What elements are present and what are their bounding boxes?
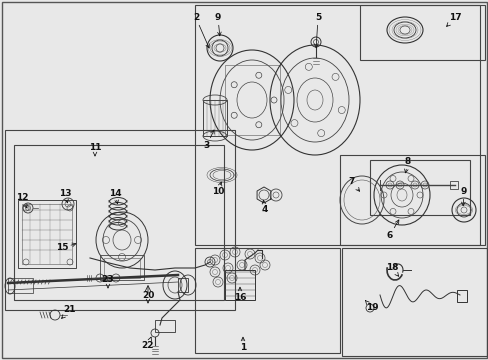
Text: 4: 4 (261, 200, 267, 215)
Bar (14, 145, 224, 300)
Text: 15: 15 (56, 243, 76, 252)
Text: 14: 14 (108, 189, 121, 204)
Bar (178, 278, 187, 292)
Bar (22, 204, 72, 264)
Text: 22: 22 (142, 337, 154, 350)
Text: 7: 7 (348, 177, 359, 191)
Bar (100, 255, 143, 280)
Text: 9: 9 (214, 13, 221, 36)
Text: 20: 20 (142, 291, 154, 303)
Text: 17: 17 (446, 13, 460, 26)
Text: 21: 21 (61, 306, 76, 318)
Bar (341, 248, 486, 356)
Bar (104, 258, 140, 278)
Text: 1: 1 (240, 337, 245, 352)
Bar (8, 278, 33, 293)
Text: 11: 11 (88, 144, 101, 156)
Text: 12: 12 (16, 194, 28, 208)
Bar (18, 200, 76, 268)
Bar (203, 100, 226, 136)
Text: 18: 18 (385, 264, 398, 276)
Text: 13: 13 (59, 189, 71, 203)
Text: 9: 9 (460, 188, 466, 206)
Bar (5, 130, 235, 310)
Text: 19: 19 (365, 301, 378, 312)
Text: 3: 3 (203, 130, 214, 149)
Bar (195, 5, 479, 245)
Text: 6: 6 (386, 220, 398, 239)
Text: 2: 2 (192, 13, 209, 48)
Bar (224, 65, 280, 135)
Bar (359, 5, 484, 60)
Bar (449, 181, 457, 189)
Bar (339, 155, 484, 245)
Text: 8: 8 (404, 158, 410, 173)
Text: 23: 23 (102, 275, 114, 288)
Text: 10: 10 (211, 182, 224, 197)
Bar (369, 160, 469, 215)
Text: 5: 5 (314, 13, 321, 48)
Bar (456, 290, 466, 302)
Bar (155, 320, 175, 332)
Bar (224, 270, 254, 300)
Bar (195, 248, 339, 353)
Text: 16: 16 (233, 287, 246, 302)
